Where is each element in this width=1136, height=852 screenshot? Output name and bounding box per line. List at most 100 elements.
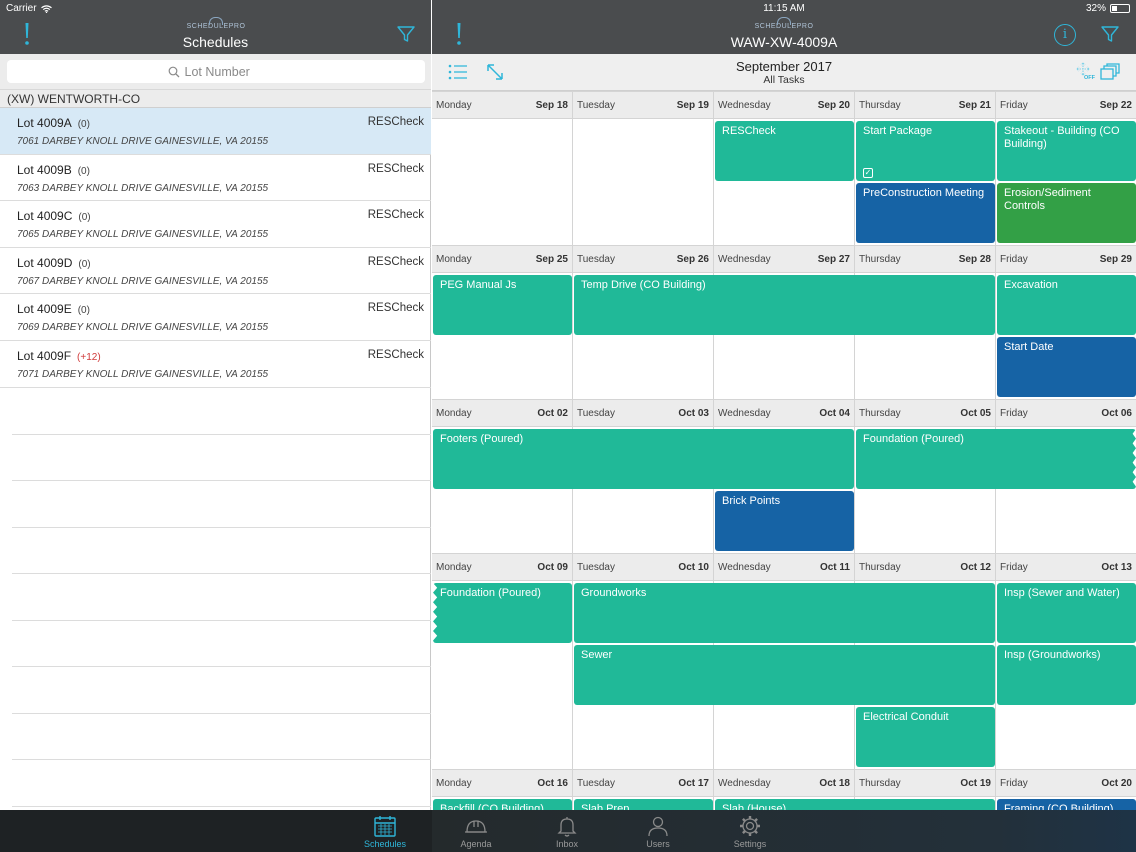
alert-icon[interactable] [22,22,32,50]
task-block[interactable]: Stakeout - Building (CO Building) [997,121,1136,181]
day-cell[interactable] [432,119,573,245]
lot-row[interactable]: Lot 4009F (+12) RESCheck 7071 DARBEY KNOLL … [0,341,431,388]
alert-icon[interactable] [454,22,464,50]
empty-row [12,574,431,621]
day-cell[interactable] [855,427,996,553]
day-cell[interactable] [855,797,996,810]
day-name: Wednesday [718,254,771,265]
task-block[interactable]: Start Date [997,337,1136,397]
empty-row [12,528,431,574]
lot-row[interactable]: Lot 4009A (0) RESCheck 7061 DARBEY KNOLL DR… [0,108,431,155]
search-field[interactable] [7,60,425,83]
day-cell[interactable] [573,797,714,810]
task-block[interactable]: PreConstruction Meeting [856,183,995,243]
day-cell[interactable] [855,273,996,399]
lot-name: Lot 4009B (0) [17,162,90,177]
filter-icon[interactable] [396,24,416,49]
task-block[interactable]: Footers (Poured) [433,429,854,489]
task-block[interactable]: Slab Prep [574,799,713,810]
toggle-off-label: OFF [1084,75,1095,81]
task-label: PreConstruction Meeting [863,187,985,199]
day-date: Sep 20 [817,100,850,111]
task-block[interactable]: Start Package ✓ [856,121,995,181]
task-block[interactable]: Insp (Sewer and Water) [997,583,1136,643]
day-date: Oct 06 [1101,408,1132,419]
task-label: Stakeout - Building (CO Building) [1004,125,1120,150]
task-block[interactable]: Framing (CO Building) [997,799,1136,810]
day-header: Tuesday Sep 19 [573,91,714,119]
expand-icon[interactable] [486,63,504,86]
day-cell[interactable] [432,581,573,769]
day-name: Friday [1000,254,1028,265]
right-header: 11:15 AM 32% SCHEDULEPRO WAW-XW-4009A i [432,0,1136,54]
day-cell[interactable] [714,427,855,553]
day-name: Monday [436,778,472,789]
lot-row[interactable]: Lot 4009D (0) RESCheck 7067 DARBEY KNOLL DR… [0,248,431,295]
tab-inbox-label: Inbox [555,839,579,849]
day-header: Wednesday Sep 20 [714,91,855,119]
lot-row[interactable]: Lot 4009E (0) RESCheck 7069 DARBEY KNOLL DR… [0,294,431,341]
day-cell[interactable] [432,427,573,553]
task-block[interactable]: Excavation [997,275,1136,335]
day-cell[interactable] [855,581,996,769]
filter-icon[interactable] [1100,24,1120,49]
day-header: Tuesday Sep 26 [573,245,714,273]
lot-row[interactable]: Lot 4009B (0) RESCheck 7063 DARBEY KNOLL DR… [0,155,431,202]
lot-count: (0) [78,258,91,270]
lot-row[interactable]: Lot 4009C (0) RESCheck 7065 DARBEY KNOLL DR… [0,201,431,248]
calendar-week: Monday Sep 25 Tuesday Sep 26 Wednesday Sep 27… [432,245,1136,399]
status-time: 11:15 AM [763,3,805,14]
task-block[interactable]: Slab (House) [715,799,995,810]
task-block[interactable]: RESCheck [715,121,854,181]
task-filter-label[interactable]: All Tasks [763,74,805,86]
lot-name: Lot 4009C (0) [17,209,91,224]
list-view-icon[interactable] [448,63,468,86]
task-block[interactable]: PEG Manual Js [433,275,572,335]
checkbox-icon[interactable]: ✓ [863,168,873,178]
users-icon [648,816,668,837]
day-cell[interactable] [573,119,714,245]
gear-icon [740,816,760,836]
layers-icon[interactable] [1100,63,1120,86]
day-cell[interactable] [573,273,714,399]
info-icon[interactable]: i [1054,24,1076,46]
month-title[interactable]: September 2017 [735,59,833,74]
day-cell[interactable] [714,273,855,399]
search-icon [168,66,179,77]
task-block[interactable]: Backfill (CO Building) [433,799,572,810]
task-block[interactable]: Insp (Groundworks) [997,645,1136,705]
task-label: Erosion/Sediment Controls [1004,187,1091,212]
task-label: Framing (CO Building) [1004,803,1114,810]
lot-address: 7063 DARBEY KNOLL DRIVE GAINESVILLE, VA … [17,182,269,194]
tab-users[interactable]: Users [623,814,693,849]
battery-icon [1110,4,1130,13]
tab-schedules[interactable]: Schedules [350,814,420,849]
day-cell[interactable] [855,119,996,245]
task-block[interactable]: Erosion/Sediment Controls [997,183,1136,243]
task-block[interactable]: Electrical Conduit [856,707,995,767]
task-block[interactable]: Foundation (Poured) [856,429,1136,489]
tab-agenda[interactable]: Agenda [441,814,511,849]
tab-bar: Schedules Agenda Inbox Users Settings [0,810,1136,852]
day-name: Monday [436,254,472,265]
day-date: Sep 29 [1099,254,1132,265]
task-block[interactable]: Groundworks [574,583,995,643]
wifi-icon [40,4,52,13]
day-cell[interactable] [432,273,573,399]
task-block[interactable]: Sewer [574,645,995,705]
tab-inbox[interactable]: Inbox [532,814,602,849]
carrier-label: Carrier [6,3,37,14]
day-cell[interactable] [714,119,855,245]
calendar-week: Monday Sep 18 Tuesday Sep 19 Wednesday Sep 20… [432,91,1136,245]
search-input[interactable] [184,64,265,79]
task-block[interactable]: Temp Drive (CO Building) [574,275,995,335]
task-block[interactable]: Foundation (Poured) [433,583,572,643]
task-label: Start Package [863,125,933,137]
day-date: Oct 03 [678,408,709,419]
tab-settings[interactable]: Settings [715,814,785,849]
day-name: Friday [1000,562,1028,573]
day-cell[interactable] [432,797,573,810]
task-block[interactable]: Brick Points [715,491,854,551]
day-cell[interactable] [573,427,714,553]
move-toggle-icon[interactable]: OFF [1073,61,1095,88]
